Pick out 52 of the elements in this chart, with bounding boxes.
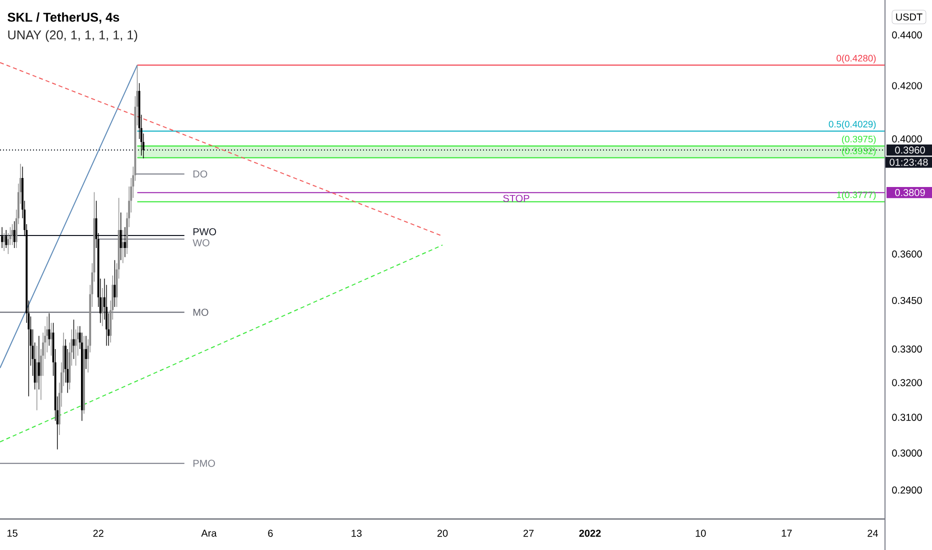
y-tick-label: 0.4400 [892, 31, 922, 38]
candlestick [38, 335, 40, 390]
x-tick-label: 17 [782, 530, 792, 537]
ref-line-label: (0.3932) [842, 147, 876, 156]
ref-line-label: (0.3975) [842, 136, 876, 144]
y-tick-label: 0.4000 [892, 135, 922, 142]
candlestick [11, 224, 14, 246]
ref-line-label: 0.5(0.4029) [828, 120, 876, 130]
series-label: PMO [193, 460, 215, 467]
x-tick-label: 2022 [579, 530, 601, 537]
y-tick-label: 0.2900 [892, 486, 922, 494]
series-label: DO [193, 170, 208, 178]
candlestick [3, 232, 6, 252]
candlestick [48, 312, 50, 346]
x-tick-label: Ara [201, 530, 217, 537]
candlestick [36, 345, 38, 411]
candlestick [5, 230, 8, 248]
x-tick-label: 24 [868, 530, 878, 537]
y-tick-label: 0.3000 [892, 450, 922, 457]
series-label: WO [192, 239, 210, 246]
candlestick [13, 220, 16, 248]
candlestick [122, 230, 124, 264]
x-tick-label: 27 [523, 530, 534, 537]
y-tick-label: 0.3960 [895, 146, 925, 154]
series-label: MO [193, 308, 208, 316]
candlestick [1, 226, 4, 248]
y-tick-label: 0.3100 [892, 414, 922, 421]
candlestick [101, 288, 104, 326]
x-tick-label: 10 [696, 530, 706, 537]
ref-line-label: 1(0.3777) [837, 191, 876, 200]
y-tick-label: 0.3450 [892, 296, 922, 304]
text: 01:23:48 [890, 158, 928, 166]
candlestick [85, 335, 88, 370]
y-tick-label: 0.4200 [892, 82, 922, 90]
y-tick-label: 0.3809 [895, 189, 925, 196]
x-tick-label: 6 [268, 530, 273, 537]
ref-line-label: 0(0.4280) [836, 54, 876, 64]
annotation: STOP [503, 194, 530, 202]
x-tick-label: 13 [352, 530, 362, 537]
x-tick-label: 22 [93, 530, 104, 537]
text: UNAY (20, 1, 1, 1, 1, 1) [8, 30, 138, 42]
series-label: PWO [193, 228, 216, 236]
y-axis-title: USDT [896, 13, 922, 21]
text: SKL / TetherUS, 4s [8, 12, 120, 24]
candlestick [124, 226, 126, 258]
y-tick-label: 0.3300 [892, 346, 922, 353]
candlestick [74, 329, 77, 366]
y-tick-label: 0.3600 [892, 250, 922, 258]
candlestick [120, 212, 122, 260]
y-tick-label: 0.3200 [892, 379, 922, 386]
x-tick-label: 20 [437, 530, 448, 537]
x-tick-label: 15 [7, 530, 18, 537]
